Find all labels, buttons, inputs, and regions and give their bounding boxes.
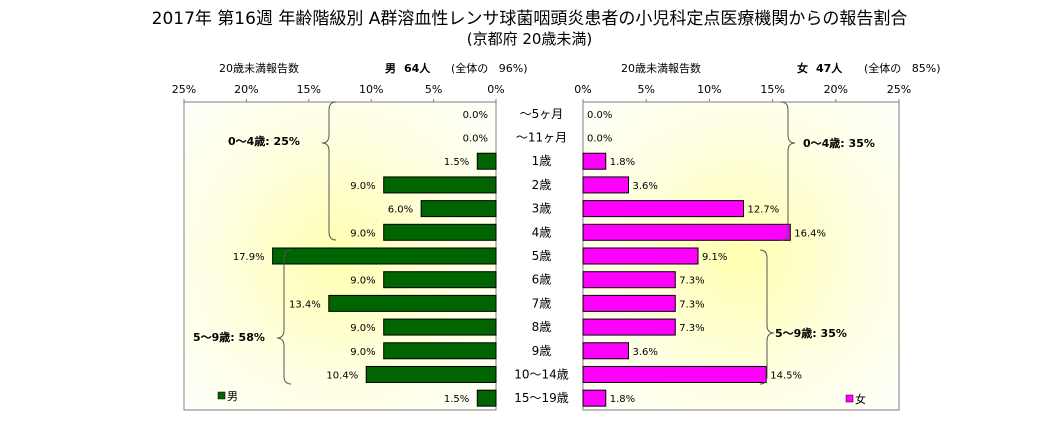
right-sex-label: 女	[797, 62, 808, 75]
data-label-male: 13.4%	[289, 299, 321, 310]
category-label: 7歳	[532, 296, 552, 310]
bracket-left-5-9	[276, 249, 292, 385]
category-label: 9歳	[532, 344, 552, 358]
bar-male	[383, 271, 497, 289]
left-share: (全体の 96%)	[451, 62, 528, 75]
x-tick-label-left: 25%	[172, 83, 196, 96]
category-label: 2歳	[532, 178, 552, 192]
data-label-male: 10.4%	[326, 370, 358, 381]
category-label: 15～19歳	[514, 391, 569, 405]
right-count: 47人	[816, 62, 843, 75]
x-tick-label-right: 5%	[637, 83, 654, 96]
right-caption: 20歳未満報告数	[621, 62, 701, 75]
legend-label-male: 男	[227, 390, 238, 403]
data-label-female: 7.3%	[679, 276, 704, 287]
data-label-male: 1.5%	[444, 157, 469, 168]
bar-female	[582, 200, 745, 218]
bar-female	[582, 294, 676, 312]
data-label-female: 3.6%	[633, 181, 658, 192]
data-label-male: 9.0%	[350, 323, 375, 334]
data-label-male: 0.0%	[463, 110, 488, 121]
bracket-left-0-4	[321, 101, 337, 241]
legend-label-female: 女	[855, 392, 866, 406]
bar-male	[328, 294, 497, 312]
data-label-male: 9.0%	[350, 347, 375, 358]
category-label: 3歳	[532, 202, 552, 216]
x-tick-label-right: 25%	[887, 83, 911, 96]
bar-female	[582, 176, 630, 194]
x-tick-label-left: 20%	[234, 83, 258, 96]
bar-female	[582, 365, 767, 383]
left-sex-label: 男	[385, 62, 396, 75]
x-tick-label-left: 0%	[487, 83, 504, 96]
category-label: 10～14歳	[514, 367, 569, 381]
bar-female	[582, 152, 607, 170]
chart-subtitle: (京都府 20歳未満)	[466, 30, 593, 48]
bar-male	[383, 176, 497, 194]
data-label-male: 6.0%	[388, 205, 413, 216]
bar-female	[582, 223, 791, 241]
category-label: ～11ヶ月	[516, 131, 567, 145]
bar-male	[272, 247, 497, 265]
x-tick-label-left: 15%	[297, 83, 321, 96]
x-tick-label-right: 10%	[697, 83, 721, 96]
data-label-female: 7.3%	[679, 323, 704, 334]
data-label-female: 0.0%	[587, 110, 612, 121]
category-label: ～5ヶ月	[520, 107, 564, 121]
bar-male	[476, 389, 497, 407]
right-share: (全体の 85%)	[864, 62, 941, 75]
bar-male	[383, 223, 497, 241]
bar-male	[365, 365, 497, 383]
data-label-female: 12.7%	[748, 205, 780, 216]
chart-title: 2017年 第16週 年齢階級別 A群溶血性レンサ球菌咽頭炎患者の小児科定点医療…	[151, 9, 908, 29]
data-label-female: 16.4%	[794, 228, 826, 239]
bar-male	[383, 318, 497, 336]
category-label: 1歳	[532, 154, 552, 168]
data-label-female: 9.1%	[702, 252, 727, 263]
category-label: 6歳	[532, 273, 552, 287]
bar-female	[582, 389, 607, 407]
data-label-female: 14.5%	[770, 370, 802, 381]
bar-female	[582, 247, 699, 265]
group-label-left-5-9: 5～9歳: 58%	[193, 330, 265, 344]
bar-female	[582, 318, 676, 336]
category-label: 8歳	[532, 320, 552, 334]
data-label-female: 7.3%	[679, 299, 704, 310]
x-tick-label-left: 5%	[425, 83, 442, 96]
bar-male	[383, 342, 497, 360]
x-tick-label-right: 15%	[760, 83, 784, 96]
category-label: 5歳	[532, 249, 552, 263]
bar-male	[420, 200, 497, 218]
data-label-female: 1.8%	[610, 157, 635, 168]
category-label: 4歳	[532, 225, 552, 239]
data-label-female: 1.8%	[610, 394, 635, 405]
group-label-right-0-4: 0～4歳: 35%	[803, 136, 875, 150]
group-label-left-0-4: 0～4歳: 25%	[228, 134, 300, 148]
data-label-male: 17.9%	[233, 252, 265, 263]
bar-female	[582, 271, 676, 289]
group-label-right-5-9: 5～9歳: 35%	[775, 326, 847, 340]
data-label-male: 9.0%	[350, 276, 375, 287]
x-tick-label-right: 0%	[574, 83, 591, 96]
bar-female	[582, 342, 630, 360]
data-label-male: 9.0%	[350, 228, 375, 239]
x-tick-label-left: 10%	[359, 83, 383, 96]
data-label-male: 1.5%	[444, 394, 469, 405]
data-label-male: 0.0%	[463, 134, 488, 145]
legend-swatch-female	[845, 394, 854, 403]
left-count: 64人	[404, 62, 431, 75]
data-label-male: 9.0%	[350, 181, 375, 192]
left-caption: 20歳未満報告数	[219, 62, 299, 75]
bar-male	[476, 152, 497, 170]
data-label-female: 0.0%	[587, 134, 612, 145]
x-tick-label-right: 20%	[824, 83, 848, 96]
bracket-right-5-9	[759, 249, 775, 385]
bracket-right-0-4	[780, 101, 796, 241]
legend-swatch-male	[217, 391, 226, 400]
data-label-female: 3.6%	[633, 347, 658, 358]
